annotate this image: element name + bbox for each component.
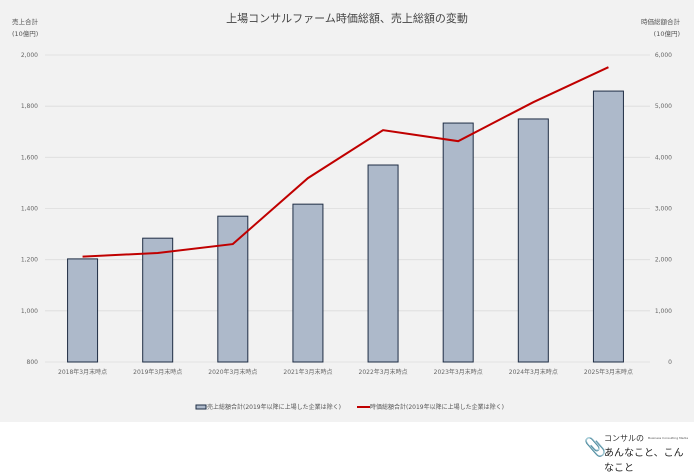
x-tick-label: 2020年3月末時点 (208, 368, 257, 376)
bar-2019年3月末時点 (142, 237, 174, 363)
x-tick-label: 2023年3月末時点 (434, 368, 483, 376)
right-tick-label: 5,000 (655, 103, 672, 110)
market-cap-line (82, 66, 609, 258)
right-tick-label: 0 (668, 359, 672, 366)
x-tick-label: 2024年3月末時点 (509, 368, 558, 376)
brand-logo: 📎 コンサルの Business Consulting Media あんなこと、… (582, 433, 692, 474)
logo-subtitle: Business Consulting Media (648, 436, 689, 440)
bar-2025年3月末時点 (592, 90, 624, 363)
logo-text-line1: コンサルの (604, 434, 644, 443)
bar-2020年3月末時点 (217, 215, 249, 363)
left-tick-label: 800 (27, 359, 39, 366)
paperclip-icon: 📎 (584, 437, 607, 458)
left-axis-label-line1: 売上合計 (12, 17, 39, 26)
x-tick-label: 2022年3月末時点 (359, 368, 408, 376)
right-tick-label: 4,000 (655, 154, 672, 161)
chart-title: 上場コンサルファーム時価総額、売上総額の変動 (226, 11, 468, 25)
right-tick-label: 2,000 (655, 257, 672, 264)
legend-label-market-cap: 時価総額合計(2019年以降に上場した企業は除く) (370, 403, 504, 411)
left-axis-label-line2: (10億円) (12, 29, 38, 38)
left-tick-label: 2,000 (21, 52, 38, 59)
x-tick-label: 2018年3月末時点 (58, 368, 107, 376)
logo-text-line2: あんなこと、こんなこと (604, 448, 684, 474)
left-tick-label: 1,400 (21, 206, 38, 213)
x-tick-label: 2019年3月末時点 (133, 368, 182, 376)
x-tick-label: 2025年3月末時点 (584, 368, 633, 376)
bar-2022年3月末時点 (367, 164, 399, 363)
right-tick-label: 6,000 (655, 52, 672, 59)
bar-2021年3月末時点 (292, 203, 324, 363)
right-tick-label: 1,000 (655, 308, 672, 315)
chart-background (0, 0, 694, 422)
bar-2018年3月末時点 (67, 258, 99, 363)
left-tick-label: 1,000 (21, 308, 38, 315)
left-tick-label: 1,200 (21, 257, 38, 264)
right-axis-label-line1: 時価総額合計 (641, 17, 681, 26)
x-tick-label: 2021年3月末時点 (283, 368, 332, 376)
left-tick-label: 1,800 (21, 103, 38, 110)
left-tick-label: 1,600 (21, 154, 38, 161)
bar-2024年3月末時点 (517, 118, 549, 363)
right-tick-label: 3,000 (655, 206, 672, 213)
bar-2023年3月末時点 (442, 122, 474, 363)
legend-label-sales: 売上総額合計(2019年以降に上場した企業は除く) (207, 403, 341, 411)
combo-chart: 上場コンサルファーム時価総額、売上総額の変動 売上合計 (10億円) 時価総額合… (12, 11, 681, 411)
legend-swatch-sales (195, 404, 207, 410)
right-axis-label-line2: (10億円) (654, 29, 680, 38)
